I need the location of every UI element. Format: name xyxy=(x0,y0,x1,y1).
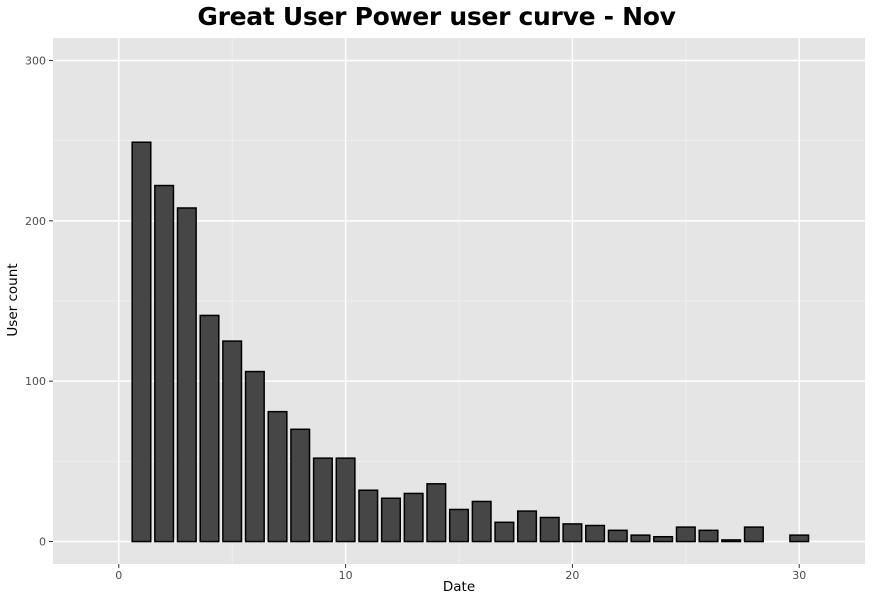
bar-day-30 xyxy=(789,534,810,543)
x-tick-label: 10 xyxy=(339,569,353,582)
bar-day-3 xyxy=(176,207,197,543)
y-tick-label: 300 xyxy=(25,54,46,67)
bar-day-21 xyxy=(585,524,606,543)
bar-day-16 xyxy=(471,500,492,543)
bar-day-27 xyxy=(721,539,742,543)
y-tick-label: 100 xyxy=(25,375,46,388)
bar-day-12 xyxy=(380,497,402,543)
bar-day-11 xyxy=(358,489,379,543)
bar-day-26 xyxy=(698,529,719,543)
bar-day-1 xyxy=(131,141,152,543)
bar-day-17 xyxy=(494,521,515,543)
bar-day-5 xyxy=(222,340,243,543)
y-axis-ticks: 0 100 200 300 xyxy=(25,54,53,549)
x-axis-title: Date xyxy=(443,579,475,595)
bar-day-6 xyxy=(244,370,265,543)
bar-day-19 xyxy=(539,516,560,543)
bar-day-7 xyxy=(267,410,288,543)
bar-day-28 xyxy=(743,526,764,543)
bar-day-18 xyxy=(516,510,538,543)
bar-day-15 xyxy=(448,508,470,543)
y-axis-title: User count xyxy=(5,263,21,336)
bar-day-2 xyxy=(154,184,175,543)
bar-day-25 xyxy=(675,526,696,543)
bar-day-24 xyxy=(653,535,674,543)
bar-day-23 xyxy=(630,534,651,543)
x-tick-label: 20 xyxy=(565,569,579,582)
x-axis-ticks: 0 10 20 30 xyxy=(115,564,806,582)
y-tick-label: 200 xyxy=(25,215,46,228)
bar-day-14 xyxy=(426,483,447,543)
chart-title: Great User Power user curve - Nov xyxy=(197,2,676,31)
bar-day-20 xyxy=(562,523,583,543)
x-tick-label: 30 xyxy=(792,569,806,582)
bar-day-4 xyxy=(199,314,220,543)
bars xyxy=(131,141,810,543)
bar-day-8 xyxy=(290,428,311,543)
bar-day-13 xyxy=(403,492,424,543)
x-tick-label: 0 xyxy=(115,569,122,582)
bar-day-10 xyxy=(335,457,356,543)
y-tick-label: 0 xyxy=(39,536,46,549)
bar-day-9 xyxy=(312,457,333,543)
bar-day-22 xyxy=(607,529,628,543)
